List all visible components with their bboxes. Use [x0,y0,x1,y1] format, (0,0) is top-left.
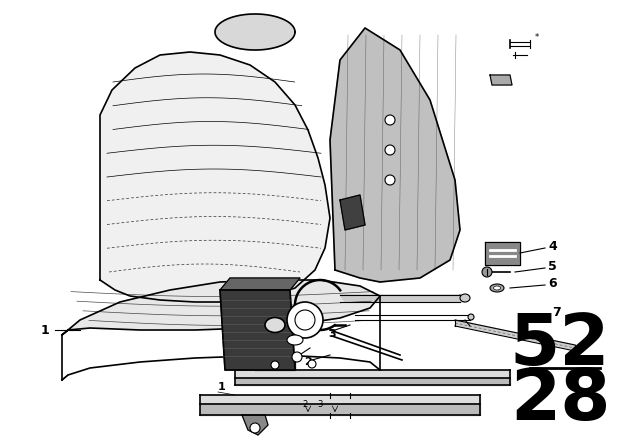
Polygon shape [485,242,520,265]
Text: 7: 7 [552,306,561,319]
Ellipse shape [490,284,504,292]
Polygon shape [200,404,480,415]
Text: 5: 5 [548,260,557,273]
Circle shape [295,310,315,330]
Polygon shape [455,320,577,350]
Polygon shape [215,14,295,50]
Polygon shape [220,278,300,290]
Polygon shape [330,28,460,282]
Polygon shape [220,290,295,370]
Circle shape [482,267,492,277]
Polygon shape [255,360,295,370]
Text: 4: 4 [548,240,557,253]
Circle shape [271,361,279,369]
Text: 6: 6 [548,277,557,290]
Circle shape [385,115,395,125]
Ellipse shape [287,335,303,345]
Text: 1: 1 [218,382,226,392]
Polygon shape [340,195,365,230]
Polygon shape [62,280,380,335]
Text: 3: 3 [317,400,323,409]
Circle shape [287,302,323,338]
Polygon shape [235,370,510,378]
Text: 2: 2 [302,400,308,409]
Text: *: * [535,33,540,42]
Ellipse shape [265,318,285,332]
Ellipse shape [468,314,474,320]
Circle shape [250,423,260,433]
Text: 3: 3 [328,329,336,339]
Text: 2: 2 [304,357,312,367]
Polygon shape [100,52,330,302]
Circle shape [385,175,395,185]
Ellipse shape [460,294,470,302]
Text: 1: 1 [40,324,49,337]
Ellipse shape [493,286,500,290]
Circle shape [385,145,395,155]
Polygon shape [340,295,465,302]
Polygon shape [235,378,510,385]
Polygon shape [490,75,512,85]
Text: 28: 28 [509,366,611,435]
Circle shape [292,352,302,362]
Circle shape [308,360,316,368]
Text: 52: 52 [509,310,611,379]
Polygon shape [242,415,268,435]
Polygon shape [200,395,480,404]
